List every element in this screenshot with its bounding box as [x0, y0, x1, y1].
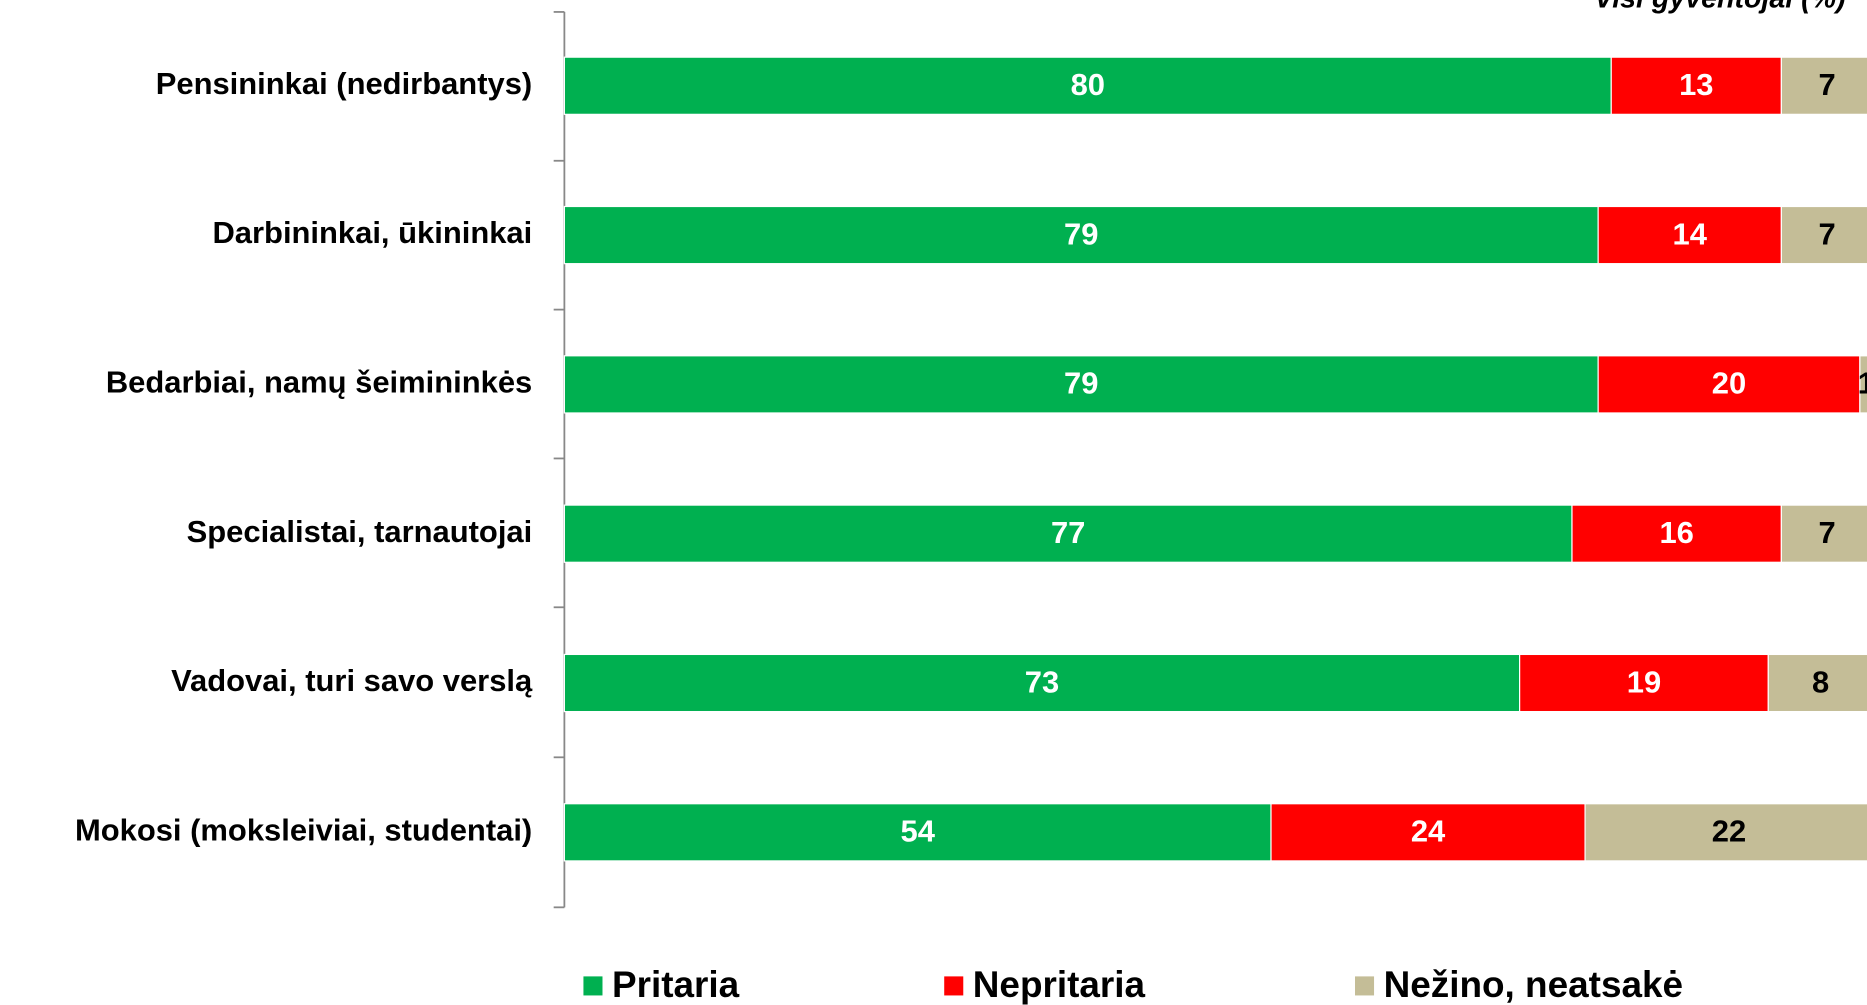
- value-label: 20: [1712, 366, 1746, 401]
- value-label: 54: [900, 814, 935, 849]
- bar-segment: [1780, 56, 1867, 115]
- value-label: 80: [1071, 67, 1105, 102]
- bar-segment: [1767, 653, 1867, 713]
- axis: [553, 11, 566, 909]
- value-label: 79: [1064, 216, 1098, 251]
- category-label: Mokosi (moksleiviai, studentai): [75, 812, 532, 847]
- bar-segment: [563, 653, 1521, 713]
- value-label: 7: [1819, 216, 1836, 251]
- value-label: 13: [1679, 67, 1713, 102]
- category-label: Pensininkai (nedirbantys): [156, 66, 533, 101]
- value-label: 24: [1411, 814, 1446, 849]
- legend-swatch: [944, 976, 964, 996]
- value-label: 79: [1064, 366, 1098, 401]
- subtitle: Visi gyventojai (%): [1594, 0, 1845, 15]
- category-label: Darbininkai, ūkininkai: [212, 215, 532, 250]
- bar-segment: [563, 56, 1612, 115]
- bar-segment: [1780, 205, 1867, 265]
- category-label: Vadovai, turi savo verslą: [171, 663, 533, 698]
- legend-label: Nepritaria: [973, 964, 1146, 1005]
- bar-segment: [563, 205, 1599, 265]
- value-label: 1: [1858, 366, 1867, 401]
- bar-segment: [1270, 803, 1586, 862]
- legend-label: Pritaria: [612, 964, 740, 1005]
- bar-segment: [1597, 355, 1861, 414]
- value-label: 8: [1812, 664, 1829, 699]
- bar-segment: [1859, 355, 1867, 414]
- value-label: 14: [1673, 216, 1708, 251]
- bar-segment: [1610, 56, 1782, 115]
- value-label: 7: [1819, 515, 1836, 550]
- value-label: 22: [1712, 814, 1746, 849]
- bar-segment: [1780, 504, 1867, 563]
- value-label: 16: [1659, 515, 1693, 550]
- value-label: 77: [1051, 515, 1085, 550]
- bar-segment: [1597, 205, 1782, 265]
- legend-label: Nežino, neatsakė: [1384, 964, 1683, 1005]
- legend-swatch: [1355, 976, 1375, 996]
- value-label: 73: [1025, 664, 1059, 699]
- bar-segment: [1584, 803, 1867, 862]
- bar-segment: [563, 355, 1599, 414]
- legend-swatch: [583, 976, 603, 996]
- category-label: Bedarbiai, namų šeimininkės: [106, 365, 532, 400]
- bar-segment: [563, 803, 1272, 862]
- bar-segment: [1571, 504, 1782, 563]
- value-label: 19: [1627, 664, 1661, 699]
- bar-segment: [1519, 653, 1769, 713]
- category-label: Specialistai, tarnautojai: [187, 514, 533, 549]
- value-label: 7: [1819, 67, 1836, 102]
